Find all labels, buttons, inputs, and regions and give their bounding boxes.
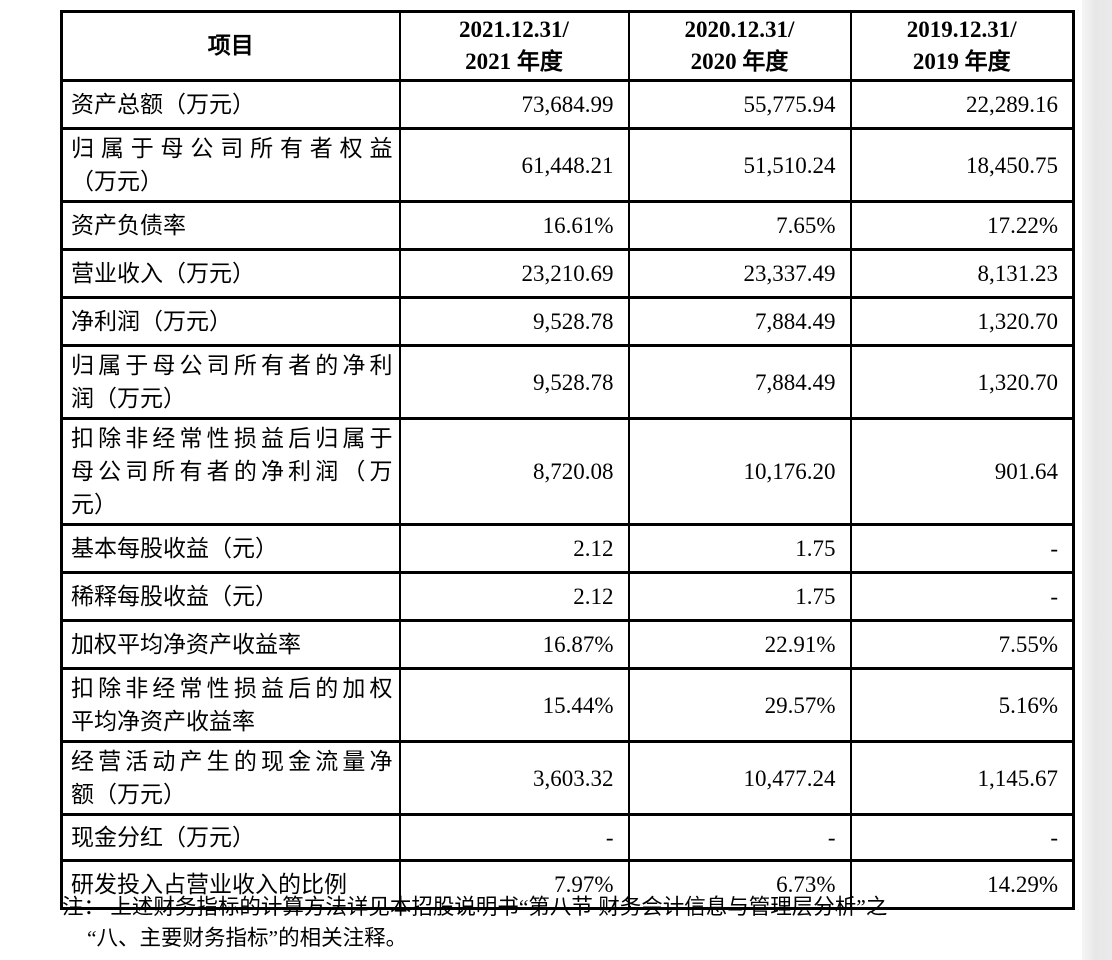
- value-2019: 14.29%: [849, 859, 1075, 910]
- value-2019: -: [849, 523, 1075, 574]
- value-2021: 15.44%: [398, 667, 630, 743]
- value-2020: 55,775.94: [627, 79, 852, 130]
- value-2020: 1.75: [627, 571, 852, 622]
- value-2019: 1,320.70: [849, 344, 1075, 420]
- item-label: 加权平均净资产收益率: [60, 619, 401, 670]
- table-row: 稀释每股收益（元） 2.12 1.75 -: [60, 571, 1075, 622]
- item-label: 现金分红（万元）: [60, 813, 401, 862]
- item-label: 资产总额（万元）: [60, 79, 401, 130]
- table-row: 归属于母公司所有者的净利 润（万元） 9,528.78 7,884.49 1,32…: [60, 344, 1075, 420]
- table-row: 扣除非经常性损益后归属于 母公司所有者的净利润（万 元） 8,720.08 10,1…: [60, 417, 1075, 526]
- financial-indicators-table: 项目 2021.12.31/2021 年度 2020.12.31/2020 年度…: [60, 10, 1075, 910]
- table-row: 加权平均净资产收益率 16.87% 22.91% 7.55%: [60, 619, 1075, 670]
- table-row: 归属于母公司所有者权益 （万元） 61,448.21 51,510.24 18,4…: [60, 127, 1075, 203]
- value-2019: -: [849, 813, 1075, 862]
- value-2019: 1,320.70: [849, 296, 1075, 347]
- value-2020: 1.75: [627, 523, 852, 574]
- value-2019: 5.16%: [849, 667, 1075, 743]
- table-header-row: 项目 2021.12.31/2021 年度 2020.12.31/2020 年度…: [60, 10, 1075, 82]
- header-item: 项目: [60, 10, 401, 82]
- value-2021: 9,528.78: [398, 344, 630, 420]
- value-2021: 2.12: [398, 523, 630, 574]
- value-2020: 22.91%: [627, 619, 852, 670]
- item-label: 扣除非经常性损益后归属于 母公司所有者的净利润（万 元）: [60, 417, 401, 526]
- value-2021: 8,720.08: [398, 417, 630, 526]
- value-2020: 10,176.20: [627, 417, 852, 526]
- value-2021: 2.12: [398, 571, 630, 622]
- table-row: 扣除非经常性损益后的加权 平均净资产收益率 15.44% 29.57% 5.16%: [60, 667, 1075, 743]
- footnote: 注： 上述财务指标的计算方法详见本招股说明书“第八节 财务会计信息与管理层分析”…: [62, 895, 888, 950]
- value-2020: 6.73%: [627, 859, 852, 910]
- item-label: 经营活动产生的现金流量净 额（万元）: [60, 740, 401, 816]
- value-2021: 16.61%: [398, 200, 630, 251]
- value-2019: 22,289.16: [849, 79, 1075, 130]
- table-row: 现金分红（万元） - - -: [60, 813, 1075, 862]
- item-label: 归属于母公司所有者的净利 润（万元）: [60, 344, 401, 420]
- value-2020: -: [627, 813, 852, 862]
- value-2020: 29.57%: [627, 667, 852, 743]
- value-2020: 7,884.49: [627, 344, 852, 420]
- value-2021: 73,684.99: [398, 79, 630, 130]
- value-2020: 51,510.24: [627, 127, 852, 203]
- item-label: 扣除非经常性损益后的加权 平均净资产收益率: [60, 667, 401, 743]
- value-2021: 61,448.21: [398, 127, 630, 203]
- value-2019: 8,131.23: [849, 248, 1075, 299]
- value-2020: 23,337.49: [627, 248, 852, 299]
- table-row: 净利润（万元） 9,528.78 7,884.49 1,320.70: [60, 296, 1075, 347]
- table-row: 基本每股收益（元） 2.12 1.75 -: [60, 523, 1075, 574]
- value-2020: 7.65%: [627, 200, 852, 251]
- item-label: 资产负债率: [60, 200, 401, 251]
- table-row: 资产总额（万元） 73,684.99 55,775.94 22,289.16: [60, 79, 1075, 130]
- value-2020: 10,477.24: [627, 740, 852, 816]
- value-2019: 1,145.67: [849, 740, 1075, 816]
- value-2021: 3,603.32: [398, 740, 630, 816]
- value-2019: 17.22%: [849, 200, 1075, 251]
- value-2021: 9,528.78: [398, 296, 630, 347]
- value-2020: 7,884.49: [627, 296, 852, 347]
- item-label: 净利润（万元）: [60, 296, 401, 347]
- value-2019: 18,450.75: [849, 127, 1075, 203]
- table-row: 营业收入（万元） 23,210.69 23,337.49 8,131.23: [60, 248, 1075, 299]
- value-2021: -: [398, 813, 630, 862]
- value-2021: 23,210.69: [398, 248, 630, 299]
- value-2019: -: [849, 571, 1075, 622]
- header-2019: 2019.12.31/2019 年度: [849, 10, 1075, 82]
- item-label: 营业收入（万元）: [60, 248, 401, 299]
- table-row: 研发投入占营业收入的比例 7.97% 6.73% 14.29%: [60, 859, 1075, 910]
- header-2020: 2020.12.31/2020 年度: [627, 10, 852, 82]
- value-2021: 16.87%: [398, 619, 630, 670]
- item-label: 稀释每股收益（元）: [60, 571, 401, 622]
- item-label: 归属于母公司所有者权益 （万元）: [60, 127, 401, 203]
- page-edge-shadow: [1082, 0, 1112, 960]
- header-2021: 2021.12.31/2021 年度: [398, 10, 630, 82]
- table-row: 经营活动产生的现金流量净 额（万元） 3,603.32 10,477.24 1,1…: [60, 740, 1075, 816]
- item-label: 基本每股收益（元）: [60, 523, 401, 574]
- table-row: 资产负债率 16.61% 7.65% 17.22%: [60, 200, 1075, 251]
- value-2019: 901.64: [849, 417, 1075, 526]
- item-label: 研发投入占营业收入的比例: [60, 859, 401, 910]
- value-2021: 7.97%: [398, 859, 630, 910]
- value-2019: 7.55%: [849, 619, 1075, 670]
